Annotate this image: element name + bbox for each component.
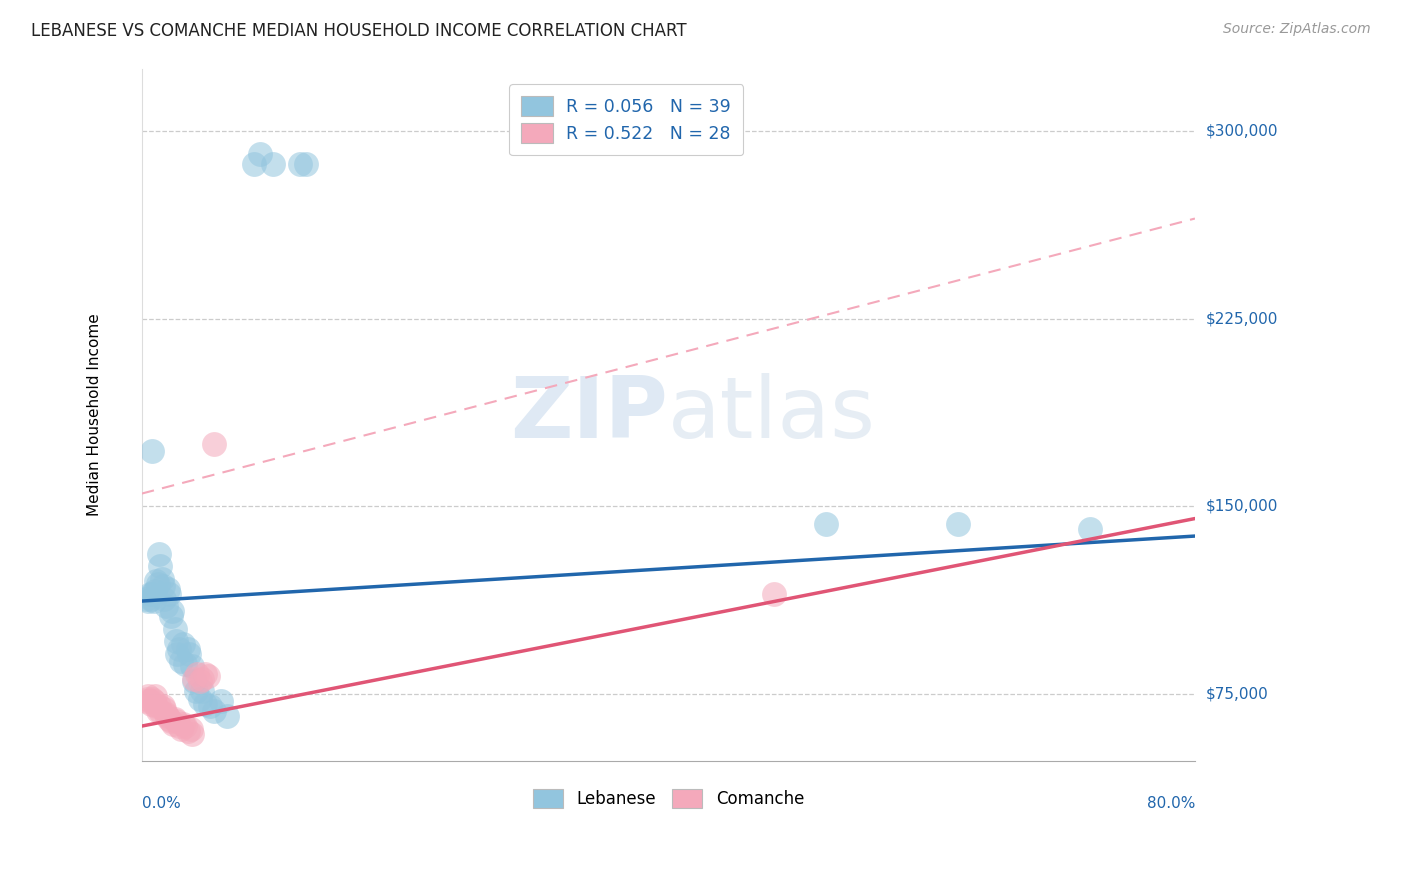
- Point: [263, 156, 285, 170]
- Point: [188, 674, 211, 689]
- Point: [177, 724, 200, 739]
- Point: [159, 609, 181, 624]
- Text: $75,000: $75,000: [1206, 686, 1268, 701]
- Legend: Lebanese, Comanche: Lebanese, Comanche: [526, 782, 811, 815]
- Point: [148, 699, 170, 714]
- Point: [197, 669, 219, 683]
- Point: [139, 697, 162, 711]
- Point: [180, 726, 202, 740]
- Point: [138, 594, 160, 608]
- Point: [242, 156, 264, 170]
- Text: Median Household Income: Median Household Income: [87, 313, 103, 516]
- Point: [138, 586, 160, 600]
- Text: Source: ZipAtlas.com: Source: ZipAtlas.com: [1223, 22, 1371, 37]
- Point: [180, 659, 202, 673]
- Text: ZIP: ZIP: [510, 373, 668, 457]
- Point: [141, 691, 163, 706]
- Point: [209, 694, 232, 708]
- Point: [159, 712, 181, 726]
- Point: [156, 709, 179, 723]
- Point: [184, 684, 207, 698]
- Point: [217, 709, 239, 723]
- Text: $300,000: $300,000: [1206, 123, 1278, 138]
- Point: [202, 436, 225, 450]
- Point: [166, 647, 188, 661]
- Point: [146, 704, 169, 718]
- Point: [170, 654, 193, 668]
- Point: [172, 716, 194, 731]
- Point: [1078, 522, 1101, 536]
- Point: [150, 572, 173, 586]
- Point: [143, 584, 166, 599]
- Point: [142, 594, 165, 608]
- Point: [172, 636, 194, 650]
- Point: [194, 697, 217, 711]
- Text: 80.0%: 80.0%: [1146, 796, 1195, 811]
- Point: [143, 689, 166, 703]
- Point: [163, 712, 186, 726]
- Point: [167, 641, 190, 656]
- Point: [174, 657, 197, 671]
- Point: [163, 622, 186, 636]
- Point: [162, 716, 184, 731]
- Point: [167, 719, 190, 733]
- Point: [135, 591, 157, 606]
- Point: [180, 722, 202, 736]
- Point: [170, 722, 193, 736]
- Point: [149, 559, 172, 574]
- Text: atlas: atlas: [668, 373, 876, 457]
- Point: [155, 706, 177, 721]
- Point: [157, 582, 180, 596]
- Point: [183, 674, 205, 689]
- Point: [155, 599, 177, 613]
- Point: [159, 714, 181, 728]
- Point: [152, 579, 174, 593]
- Point: [149, 704, 172, 718]
- Point: [159, 586, 181, 600]
- Point: [141, 444, 163, 458]
- Text: $150,000: $150,000: [1206, 499, 1278, 514]
- Point: [139, 591, 162, 606]
- Point: [815, 516, 838, 531]
- Point: [186, 666, 208, 681]
- Point: [135, 694, 157, 708]
- Point: [136, 691, 159, 706]
- Point: [138, 694, 160, 708]
- Point: [288, 156, 311, 170]
- Point: [146, 576, 169, 591]
- Point: [200, 699, 222, 714]
- Point: [152, 699, 174, 714]
- Point: [177, 641, 200, 656]
- Point: [141, 586, 163, 600]
- Point: [249, 146, 271, 161]
- Point: [160, 604, 183, 618]
- Point: [183, 672, 205, 686]
- Point: [138, 689, 160, 703]
- Point: [145, 574, 167, 588]
- Point: [762, 586, 785, 600]
- Point: [142, 694, 165, 708]
- Point: [153, 701, 176, 715]
- Point: [191, 684, 214, 698]
- Point: [188, 691, 211, 706]
- Point: [179, 647, 201, 661]
- Point: [295, 156, 318, 170]
- Point: [165, 714, 187, 728]
- Point: [202, 704, 225, 718]
- Point: [191, 672, 214, 686]
- Text: 0.0%: 0.0%: [142, 796, 180, 811]
- Point: [946, 516, 969, 531]
- Point: [194, 666, 217, 681]
- Point: [153, 591, 176, 606]
- Text: LEBANESE VS COMANCHE MEDIAN HOUSEHOLD INCOME CORRELATION CHART: LEBANESE VS COMANCHE MEDIAN HOUSEHOLD IN…: [31, 22, 686, 40]
- Point: [145, 699, 167, 714]
- Point: [165, 634, 187, 648]
- Text: $225,000: $225,000: [1206, 311, 1278, 326]
- Point: [174, 719, 197, 733]
- Point: [148, 547, 170, 561]
